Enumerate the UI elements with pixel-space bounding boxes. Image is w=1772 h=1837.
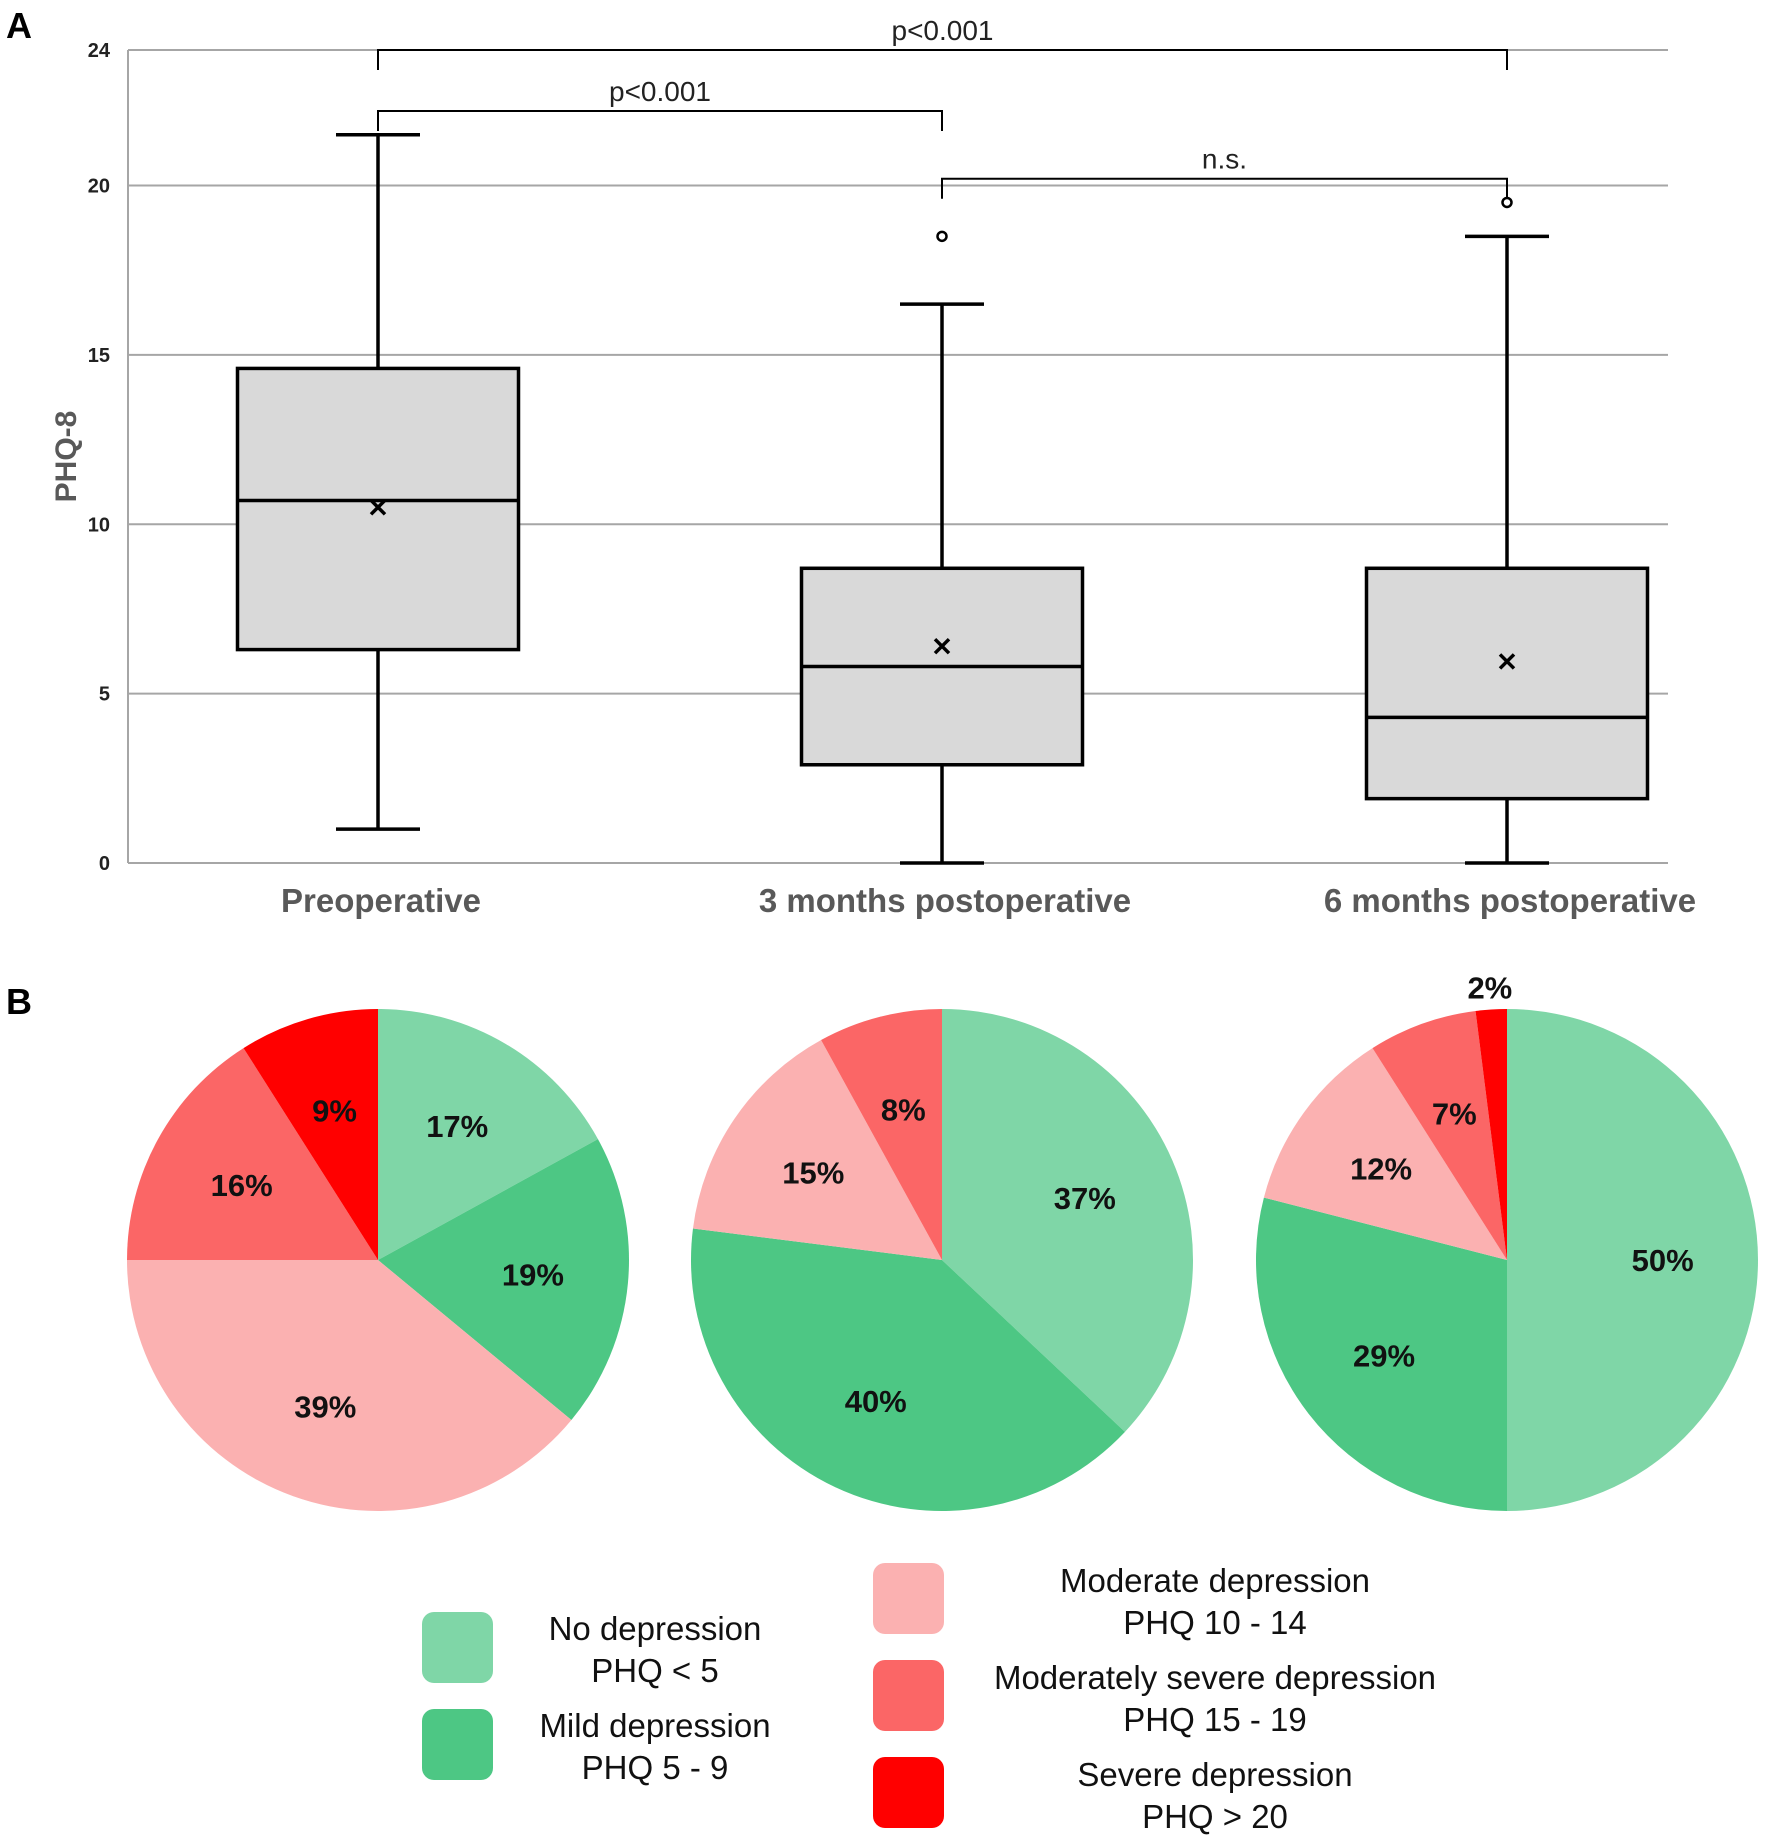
legend-item-3: Moderate depression PHQ 10 - 14 bbox=[873, 1562, 1370, 1641]
y-tick-label: 10 bbox=[88, 514, 110, 536]
significance-bracket-2: p<0.001 bbox=[377, 76, 943, 131]
legend-item-1: No depression PHQ < 5 bbox=[422, 1610, 761, 1689]
y-axis-label: PHQ-8 bbox=[50, 411, 83, 503]
legend-item-4: Moderately severe depression PHQ 15 - 19 bbox=[873, 1659, 1436, 1738]
pie-slice bbox=[942, 1009, 1193, 1432]
legend-swatch bbox=[422, 1709, 493, 1780]
significance-label: n.s. bbox=[1202, 144, 1247, 175]
legend-name: Mild depression bbox=[539, 1707, 770, 1744]
y-tick-label: 24 bbox=[88, 40, 111, 62]
significance-bracket-1: p<0.001 bbox=[377, 15, 1508, 70]
pie-slice-label: 16% bbox=[211, 1168, 273, 1203]
pie-slice-label: 15% bbox=[782, 1156, 844, 1191]
significance-label: p<0.001 bbox=[609, 76, 711, 107]
pie-slice bbox=[1475, 1009, 1507, 1260]
x-category-label: 6 months postoperative bbox=[1324, 882, 1696, 919]
bracket-line bbox=[377, 109, 943, 131]
pie-slice bbox=[243, 1009, 378, 1260]
box-plot-3 bbox=[1364, 196, 1650, 865]
legend-range: PHQ 15 - 19 bbox=[1123, 1701, 1306, 1738]
bracket-line bbox=[377, 49, 1508, 70]
pie-slice-label: 19% bbox=[502, 1258, 564, 1293]
panel-label-a: A bbox=[6, 5, 32, 46]
x-axis-categories: Preoperative 3 months postoperative 6 mont… bbox=[281, 882, 1696, 919]
pie-slice-label: 39% bbox=[294, 1389, 356, 1424]
pie-slice bbox=[821, 1009, 942, 1260]
legend: No depression PHQ < 5 Mild depression PHQ 5… bbox=[422, 1562, 1436, 1835]
outlier-point bbox=[1501, 196, 1513, 209]
legend-name: Moderately severe depression bbox=[994, 1659, 1436, 1696]
legend-range: PHQ < 5 bbox=[591, 1652, 718, 1689]
legend-name: Severe depression bbox=[1077, 1756, 1352, 1793]
pie-slice-label: 37% bbox=[1054, 1181, 1116, 1216]
legend-swatch bbox=[873, 1757, 944, 1828]
pie-slice bbox=[1372, 1010, 1507, 1260]
legend-name: No depression bbox=[549, 1610, 762, 1647]
legend-swatch bbox=[873, 1660, 944, 1731]
x-category-label: 3 months postoperative bbox=[759, 882, 1131, 919]
pie-slice-label: 40% bbox=[845, 1384, 907, 1419]
y-tick-label: 0 bbox=[99, 853, 110, 875]
pie-slice-label: 29% bbox=[1353, 1338, 1415, 1373]
mean-marker bbox=[369, 499, 387, 516]
pie-slice bbox=[1507, 1009, 1758, 1511]
y-tick-label: 15 bbox=[88, 345, 110, 367]
pie-slice bbox=[127, 1048, 378, 1260]
mean-marker bbox=[933, 637, 951, 655]
pie-chart-2: 37% 40% 15% 8% bbox=[691, 1009, 1193, 1511]
significance-bracket-3: n.s. bbox=[941, 144, 1508, 199]
legend-item-5: Severe depression PHQ > 20 bbox=[873, 1756, 1353, 1835]
legend-range: PHQ 10 - 14 bbox=[1123, 1604, 1306, 1641]
pie-slice-label: 50% bbox=[1632, 1243, 1694, 1278]
pie-slice-label: 12% bbox=[1350, 1152, 1412, 1187]
legend-swatch bbox=[422, 1612, 493, 1683]
pie-chart-1: 17% 19% 39% 16% 9% bbox=[127, 1009, 629, 1511]
pie-slice-label: 7% bbox=[1432, 1097, 1477, 1132]
pie-slice bbox=[691, 1228, 1125, 1511]
pie-slice-label: 9% bbox=[312, 1094, 357, 1129]
bracket-line bbox=[941, 177, 1508, 199]
box-plot-2 bbox=[799, 230, 1085, 865]
pie-slice bbox=[127, 1260, 572, 1511]
legend-item-2: Mild depression PHQ 5 - 9 bbox=[422, 1707, 771, 1786]
pie-chart-3: 50% 29% 12% 7% 2% bbox=[1255, 971, 1758, 1511]
legend-name: Moderate depression bbox=[1060, 1562, 1370, 1599]
pie-slice bbox=[692, 1040, 942, 1260]
significance-label: p<0.001 bbox=[892, 15, 994, 46]
pie-slice-label: 8% bbox=[881, 1092, 926, 1127]
legend-swatch bbox=[873, 1563, 944, 1634]
pie-slice-label: 17% bbox=[426, 1109, 488, 1144]
significance-brackets: p<0.001 p<0.001 n.s. bbox=[377, 15, 1508, 199]
mean-marker bbox=[1498, 653, 1516, 670]
y-tick-label: 5 bbox=[99, 684, 110, 706]
interquartile-box bbox=[1364, 566, 1650, 801]
legend-range: PHQ 5 - 9 bbox=[582, 1749, 729, 1786]
pie-slice bbox=[378, 1009, 598, 1260]
y-tick-label: 20 bbox=[88, 176, 110, 198]
outlier-point bbox=[936, 230, 948, 243]
box-plots bbox=[235, 132, 1650, 865]
x-category-label: Preoperative bbox=[281, 882, 481, 919]
legend-range: PHQ > 20 bbox=[1142, 1798, 1288, 1835]
pie-slice bbox=[1263, 1048, 1507, 1260]
panel-label-b: B bbox=[6, 981, 32, 1022]
pie-slice-label: 2% bbox=[1467, 971, 1512, 1006]
pie-charts: 17% 19% 39% 16% 9% 37% 40% 15% 8% 50% 29% 12% 7% 2% bbox=[127, 971, 1758, 1511]
pie-slice bbox=[1255, 1197, 1507, 1511]
pie-slice bbox=[378, 1139, 629, 1420]
y-axis: 0 5 10 15 20 24 bbox=[88, 40, 129, 875]
box-plot-1 bbox=[235, 132, 521, 831]
